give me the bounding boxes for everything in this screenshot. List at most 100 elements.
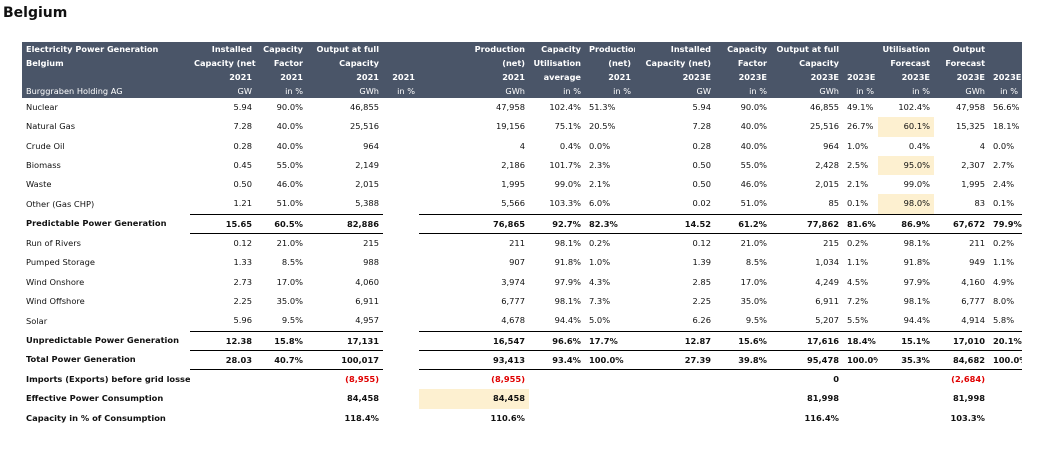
table-cell: 4,957 — [355, 315, 379, 326]
table-cell: 96.6% — [529, 330, 585, 351]
table-cell — [190, 370, 256, 390]
table-cell — [843, 389, 878, 408]
column-header: Production — [585, 42, 635, 56]
table-cell: 76,865 — [419, 213, 529, 235]
table-cell: 2.5% — [847, 159, 869, 170]
column-header: in % — [256, 84, 307, 98]
table-cell: 51.0% — [740, 198, 767, 209]
table-cell — [190, 409, 256, 428]
column-header: 2023E — [771, 70, 843, 84]
column-header: (net) — [419, 56, 529, 70]
column-header: in % — [843, 84, 878, 98]
table-cell: 98.1% — [903, 238, 930, 249]
column-header: in % — [585, 84, 635, 98]
table-cell: 0.02 — [692, 198, 711, 209]
table-cell: 5.0% — [589, 315, 611, 326]
table-cell: 7.28 — [233, 121, 252, 132]
table-cell — [989, 389, 1022, 408]
table-cell — [383, 214, 419, 233]
row-label: Effective Power Consumption — [26, 393, 164, 404]
table-cell — [256, 409, 307, 428]
row-label: Pumped Storage — [26, 257, 95, 268]
table-cell — [635, 370, 715, 390]
column-header: in % — [383, 84, 419, 98]
table-cell: 6,911 — [815, 295, 839, 306]
table-cell: 55.0% — [276, 159, 303, 170]
table-cell: 7.2% — [847, 295, 869, 306]
table-cell — [878, 409, 934, 428]
table-cell: 46.0% — [740, 179, 767, 190]
table-cell: 85 — [828, 198, 839, 209]
table-cell: 9.5% — [745, 315, 767, 326]
column-header: Capacity — [715, 42, 771, 56]
table-cell: 1.0% — [847, 140, 869, 151]
column-header: GWh — [771, 84, 843, 98]
table-cell: 2,307 — [961, 159, 985, 170]
table-cell: 61.2% — [715, 213, 771, 235]
table-cell: 98.0% — [878, 194, 934, 215]
table-cell: 12.87 — [635, 330, 715, 351]
table-cell: 0.12 — [233, 238, 252, 249]
table-cell: 0.0% — [589, 140, 611, 151]
table-cell: 1.39 — [692, 257, 711, 268]
column-header: Factor — [715, 56, 771, 70]
table-cell — [635, 389, 715, 408]
row-label: Run of Rivers — [26, 237, 81, 248]
table-cell — [256, 370, 307, 390]
table-cell: 5,388 — [355, 198, 379, 209]
table-cell: 17.0% — [740, 276, 767, 287]
table-cell: 9.5% — [281, 315, 303, 326]
table-cell: 1.1% — [993, 257, 1015, 268]
column-header: Capacity — [307, 56, 383, 70]
table-cell: 81,998 — [806, 393, 839, 404]
table-cell: 35.0% — [276, 295, 303, 306]
table-cell: 102.4% — [898, 102, 930, 112]
table-cell: 0.50 — [233, 179, 252, 190]
table-cell — [383, 370, 419, 390]
table-cell — [843, 370, 878, 390]
table-cell: 0.4% — [908, 140, 930, 151]
column-header: 2021 — [307, 70, 383, 84]
table-cell: 26.7% — [847, 121, 874, 132]
table-cell: 17,616 — [771, 330, 843, 351]
table-cell: 17,010 — [934, 330, 989, 351]
table-cell — [383, 273, 419, 292]
table-cell: 81,998 — [952, 393, 985, 404]
table-cell: 8.5% — [281, 257, 303, 268]
table-cell: 83 — [974, 198, 985, 209]
table-cell: 988 — [363, 257, 379, 268]
table-cell — [256, 389, 307, 408]
header-label — [22, 70, 190, 84]
table-cell: 82,886 — [307, 213, 383, 235]
table-cell: 79.9% — [989, 213, 1022, 235]
table-cell: 964 — [823, 140, 839, 151]
table-cell: 84,682 — [934, 349, 989, 371]
table-cell: 4,160 — [961, 276, 985, 287]
table-cell: 2,015 — [815, 179, 839, 190]
table-cell: 0.1% — [993, 198, 1015, 209]
table-cell: 0.50 — [692, 179, 711, 190]
table-cell: 25,516 — [809, 121, 839, 132]
table-cell: 4,249 — [815, 276, 839, 287]
table-cell: 92.7% — [529, 213, 585, 235]
column-header: 2023E — [715, 70, 771, 84]
table-cell: 2,428 — [815, 159, 839, 170]
table-cell — [383, 292, 419, 311]
column-header: Factor — [256, 56, 307, 70]
table-cell: 5.94 — [692, 102, 711, 112]
column-header — [989, 56, 1022, 70]
table-cell: 77,862 — [771, 213, 843, 235]
column-header: Utilisation — [529, 56, 585, 70]
table-cell: 90.0% — [276, 102, 303, 112]
table-cell: 90.0% — [740, 102, 767, 112]
table-cell: 15.65 — [190, 213, 256, 235]
table-cell: 95,478 — [771, 349, 843, 371]
table-cell: 46,855 — [349, 102, 379, 112]
power-generation-table: Electricity Power Generation Installed Cap… — [22, 42, 1022, 428]
table-cell: 5.96 — [233, 315, 252, 326]
table-cell: 6,777 — [501, 295, 525, 306]
table-cell: 100.0% — [585, 349, 635, 371]
table-cell: 40.0% — [740, 140, 767, 151]
table-cell: 0.12 — [692, 238, 711, 249]
row-label: Biomass — [26, 159, 61, 170]
